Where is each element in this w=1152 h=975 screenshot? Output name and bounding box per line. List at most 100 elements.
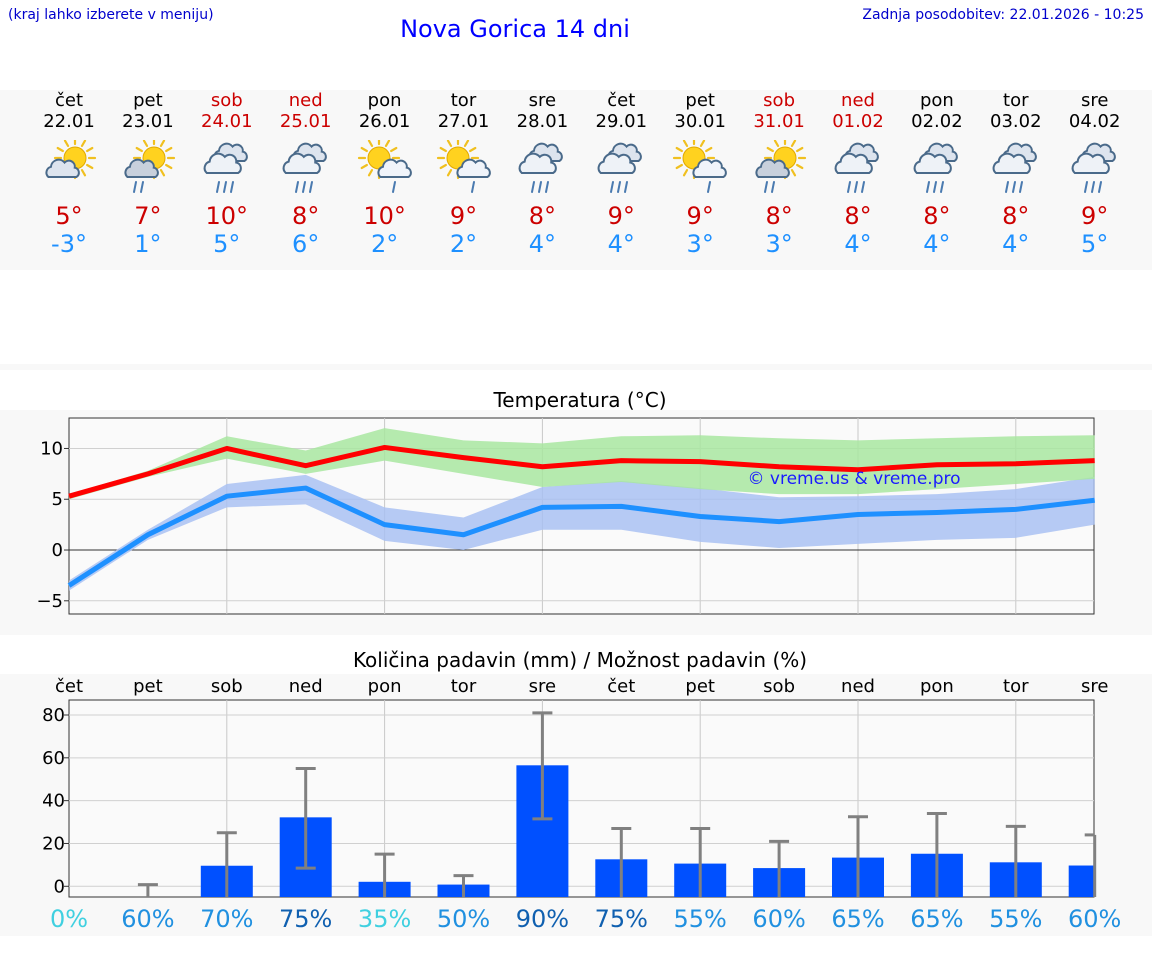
sun-cloud-rain-icon [124,136,175,193]
y-tick-label: 20 [42,833,65,854]
day-name: čet [54,90,84,111]
precipitation-probability: 60% [1068,905,1121,933]
precipitation-probability: 60% [752,905,805,933]
category-label: sob [763,676,795,697]
temperature-chart: −5 0 5 10 © vreme.us & vreme.pro [36,417,1095,615]
max-temperature: 9° [449,202,478,230]
day-column: sre 04.02 9° 5° [1055,90,1135,258]
precipitation-probability: 55% [989,905,1042,933]
day-name: čet [607,90,636,111]
sun-cloud-rain-light-icon [673,136,728,193]
cloud-rain-icon [913,142,958,193]
max-temperature: 10° [205,202,249,230]
category-label: sre [1081,676,1108,697]
cloud-rain-icon [834,142,879,193]
precipitation-probability: 75% [279,905,332,933]
min-temperature: 5° [1081,230,1109,258]
page-title: Nova Gorica 14 dni [400,15,630,43]
y-tick-label: −5 [36,591,63,612]
day-date: 02.02 [911,111,963,132]
sun-cloud-rain-light-icon [357,136,412,193]
category-label: ned [289,676,323,697]
day-column: čet 29.01 9° 4° [581,90,661,258]
separator [0,364,1152,370]
day-column: tor 27.01 9° 2° [424,90,504,258]
cloud-rain-icon [1055,140,1135,202]
min-temperature: 1° [134,230,162,258]
day-date: 23.01 [122,111,174,132]
max-temperature: 9° [1081,202,1109,230]
cloud-rain-icon [519,142,564,193]
min-temperature: 5° [213,230,241,258]
cloud-rain-icon [992,142,1037,193]
category-label: ned [841,676,875,697]
category-label: pet [685,676,715,697]
category-label: tor [451,676,477,697]
category-label: čet [607,676,635,697]
min-temperature: 4° [1002,230,1030,258]
max-temperature-line [68,444,1095,499]
max-temperature: 10° [363,202,406,230]
cloud-rain-icon [187,140,267,202]
day-name: sob [210,90,243,111]
day-date: 27.01 [437,111,490,132]
sun-cloud-rain-light-icon [424,136,504,202]
day-name: pon [919,90,954,111]
daily-forecast: čet 22.01 5° -3° pet 23.01 7° 1° sob 24.01 10° 5° ne… [0,90,1152,270]
daily-forecast-band [0,90,1152,270]
max-temperature: 9° [686,202,714,230]
precipitation-probability: 55% [674,905,727,933]
day-name: tor [450,90,477,111]
day-date: 25.01 [279,111,332,132]
day-date: 31.01 [753,111,805,132]
day-column: pon 26.01 10° 2° [345,90,425,258]
max-temperature: 8° [844,202,872,230]
precipitation-probability: 0% [50,905,88,933]
day-name: ned [288,90,323,111]
y-tick-label: 80 [42,705,65,726]
precipitation-chart-title: Količina padavin (mm) / Možnost padavin … [352,648,808,672]
last-updated: Zadnja posodobitev: 22.01.2026 - 10:25 [862,7,1144,23]
temperature-chart-title: Temperatura (°C) [493,388,667,412]
precipitation-probability: 50% [437,905,490,933]
day-name: tor [1003,90,1029,111]
max-temperature: 5° [55,202,83,230]
max-temperature: 8° [1002,202,1030,230]
precipitation-chart: čet pet sob ned pon tor sre čet pet sob ned pon tor s… [42,676,1121,933]
category-label: pon [920,676,954,697]
day-date: 22.01 [43,111,95,132]
category-label: čet [55,676,83,697]
day-name: ned [841,90,875,111]
sun-cloud-rain-light-icon [345,136,425,202]
min-temperature: -3° [51,230,87,258]
min-temperature: 4° [607,230,635,258]
min-temperature: 3° [686,230,714,258]
min-temperature: 2° [370,230,399,258]
location-hint: (kraj lahko izberete v meniju) [8,7,214,23]
max-temperature: 8° [923,202,951,230]
sun-cloud-icon [29,136,109,202]
day-column: ned 01.02 8° 4° [818,90,898,258]
max-temperature: 8° [765,202,793,230]
day-date: 30.01 [674,111,726,132]
day-column: sob 31.01 8° 3° [739,90,819,258]
min-temperature: 3° [765,230,793,258]
min-temperature: 4° [923,230,951,258]
cloud-rain-icon [203,142,248,193]
max-temperature: 9° [607,202,635,230]
sun-cloud-rain-light-icon [436,136,491,193]
category-label: tor [1003,676,1029,697]
day-name: sre [528,90,557,111]
y-tick-label: 40 [42,791,65,812]
y-tick-label: 60 [42,748,65,769]
max-temperature: 7° [134,202,162,230]
category-label: pet [133,676,163,697]
max-temperature: 8° [528,202,557,230]
max-temperature: 8° [292,202,320,230]
day-column: tor 03.02 8° 4° [976,90,1056,258]
day-date: 04.02 [1068,111,1121,132]
day-name: pon [367,90,402,111]
y-tick-label: 10 [40,438,63,459]
category-label: sob [211,676,243,697]
y-tick-label: 0 [52,540,63,561]
